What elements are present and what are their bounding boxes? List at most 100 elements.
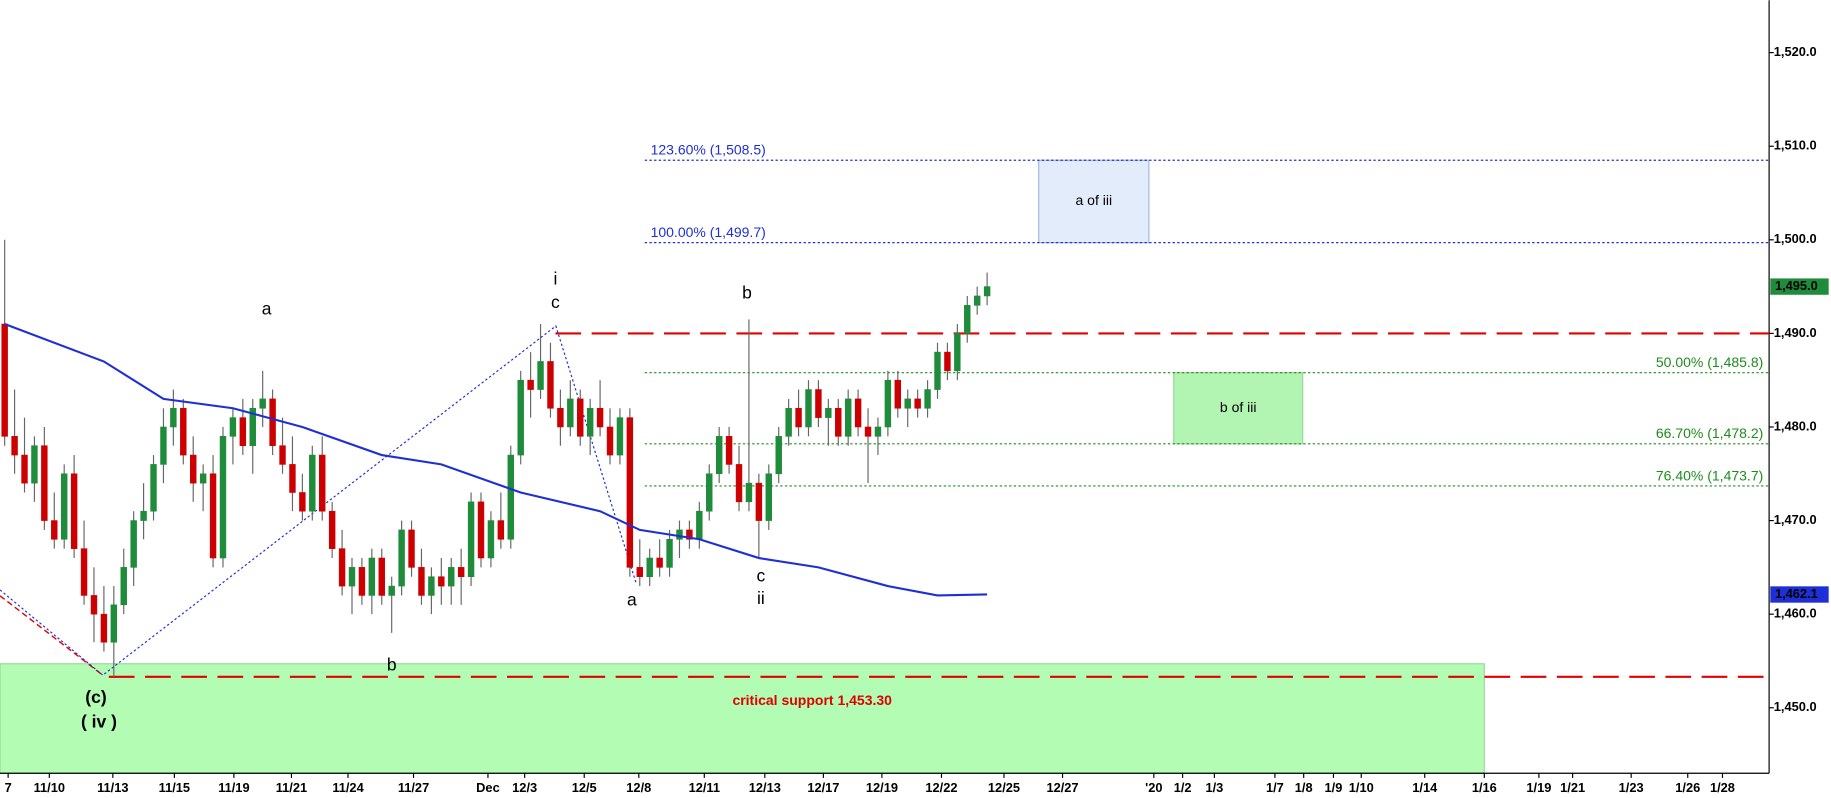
wave-label: (c) — [85, 687, 106, 707]
candle-body — [467, 501, 475, 578]
candle-body — [1, 323, 8, 437]
wave-box — [1173, 372, 1304, 445]
x-tick-label: 12/11 — [689, 780, 720, 795]
x-tick-label: 1/10 — [1349, 780, 1374, 795]
candle-body — [815, 389, 822, 418]
x-tick-label: 1/8 — [1295, 780, 1313, 795]
box-label: b of iii — [1220, 399, 1257, 415]
candle-body — [616, 417, 624, 456]
y-tick-label: 1,480.0 — [1774, 418, 1817, 433]
y-tick-label: 1,450.0 — [1774, 699, 1817, 714]
candle-body — [80, 548, 88, 596]
candle-body — [874, 426, 882, 437]
candle-body — [686, 529, 693, 540]
trend-line — [0, 595, 104, 676]
candle-body — [914, 398, 921, 409]
candle-body — [51, 520, 58, 540]
x-tick-label: 12/19 — [866, 780, 898, 795]
fib-label: 66.70% (1,478.2) — [1656, 425, 1763, 441]
candle-body — [160, 426, 167, 465]
candle-body — [70, 473, 78, 549]
x-tick-label: '20 — [1145, 780, 1162, 795]
wave-label: ii — [757, 588, 765, 608]
x-tick-label: 12/13 — [749, 780, 781, 795]
wave-label: b — [387, 654, 397, 674]
candle-body — [825, 407, 832, 418]
x-tick-label: 11/19 — [218, 780, 249, 795]
candle-body — [547, 361, 554, 409]
candle-body — [448, 567, 455, 587]
candle-body — [517, 379, 524, 456]
candle-body — [557, 407, 564, 428]
y-tick-label: 1,470.0 — [1774, 512, 1817, 527]
x-tick-label: 12/8 — [626, 780, 651, 795]
candle-body — [864, 426, 872, 437]
candle-body — [894, 379, 902, 409]
candle-body — [309, 454, 316, 512]
candle-body — [120, 567, 127, 606]
x-tick-label: 1/14 — [1412, 780, 1438, 795]
wave-label: b — [742, 283, 752, 303]
candle-body — [398, 529, 405, 587]
candle-body — [457, 567, 465, 578]
candle-body — [735, 464, 743, 503]
candle-body — [11, 436, 18, 456]
fib-label: 100.00% (1,499.7) — [651, 224, 766, 240]
wave-label: a — [627, 590, 637, 610]
candle-body — [319, 454, 326, 512]
x-tick-label: Dec — [476, 780, 500, 795]
x-tick-label: 1/19 — [1526, 780, 1551, 795]
candle-body — [656, 557, 663, 568]
x-tick-label: 1/26 — [1675, 780, 1700, 795]
candle-body — [586, 407, 594, 437]
x-tick-label: 11/21 — [276, 780, 307, 795]
candle-body — [835, 407, 842, 437]
candle-body — [180, 407, 187, 456]
candle-body — [626, 417, 634, 568]
x-tick-label: 12/17 — [807, 780, 839, 795]
candle-body — [348, 567, 356, 587]
candle-body — [983, 286, 991, 297]
candle-body — [299, 492, 306, 512]
candle-body — [775, 436, 782, 475]
support-label: critical support 1,453.30 — [732, 692, 892, 708]
candle-body — [537, 361, 544, 390]
candle-body — [219, 436, 227, 559]
candle-body — [765, 473, 773, 521]
x-tick-label: 7 — [5, 780, 12, 795]
candle-body — [90, 595, 98, 615]
y-tick-label: 1,460.0 — [1774, 606, 1817, 621]
candle-body — [259, 398, 266, 409]
candle-body — [785, 407, 792, 437]
candle-body — [140, 510, 147, 521]
candle-body — [884, 379, 892, 428]
price-badge — [1770, 586, 1829, 603]
y-tick-label: 1,500.0 — [1774, 231, 1817, 246]
candle-body — [706, 473, 713, 512]
x-tick-label: 1/21 — [1560, 780, 1585, 795]
support-zone — [0, 663, 1485, 774]
y-tick-label: 1,520.0 — [1774, 44, 1817, 59]
candle-body — [924, 389, 931, 409]
x-tick-label: 1/23 — [1619, 780, 1644, 795]
candle-body — [725, 436, 733, 465]
candle-body — [606, 426, 614, 456]
candle-body — [973, 295, 981, 306]
x-tick-label: 1/16 — [1472, 780, 1497, 795]
candle-body — [507, 454, 514, 540]
x-tick-label: 11/27 — [398, 780, 429, 795]
candle-body — [636, 567, 643, 578]
candle-body — [199, 473, 207, 484]
candle-body — [249, 407, 256, 446]
candle-body — [408, 529, 415, 568]
candle-body — [904, 398, 911, 409]
x-tick-label: 1/9 — [1325, 780, 1343, 795]
candle-body — [666, 538, 673, 568]
candle-body — [477, 501, 485, 559]
candle-body — [805, 389, 812, 428]
candle-body — [527, 379, 534, 390]
fib-label: 76.40% (1,473.7) — [1656, 467, 1763, 483]
fib-label: 50.00% (1,485.8) — [1656, 354, 1763, 370]
wave-label: c — [756, 565, 765, 585]
